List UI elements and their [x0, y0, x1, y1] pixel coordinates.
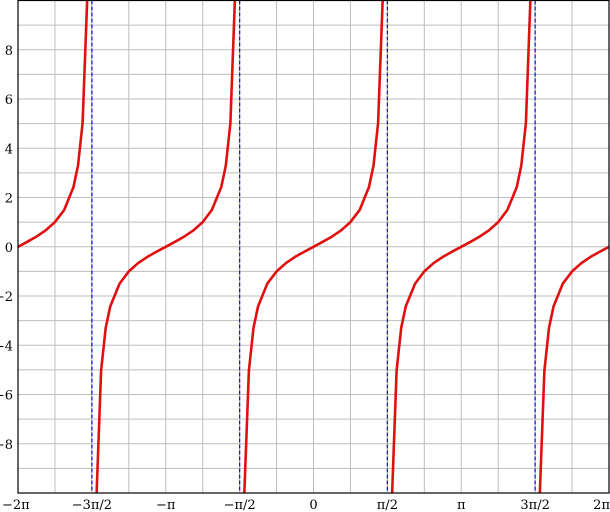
x-tick-label: π/2 — [377, 498, 398, 512]
x-tick-label: π — [457, 498, 466, 512]
y-tick-label: −6 — [0, 389, 13, 404]
y-tick-label: −8 — [0, 438, 13, 453]
y-tick-label: 6 — [5, 93, 13, 108]
y-tick-label: −2 — [0, 290, 13, 305]
tan-branch — [538, 245, 609, 493]
y-tick-label: 8 — [5, 44, 13, 59]
x-tick-label: −3π/2 — [72, 498, 112, 512]
asymptotes — [91, 0, 536, 493]
x-tick-label: −π — [156, 498, 176, 512]
x-tick-label: −2π — [2, 498, 30, 512]
x-tick-label: 0 — [309, 498, 317, 512]
y-tick-label: 2 — [5, 192, 13, 207]
tan-branch — [95, 0, 237, 493]
y-axis-ticks: −8 −6 −4 −2 0 2 4 6 8 — [0, 44, 13, 453]
x-axis-ticks: −2π −3π/2 −π −π/2 0 π/2 π 3π/2 2π — [2, 498, 610, 512]
x-tick-label: 2π — [593, 498, 610, 512]
y-tick-label: −4 — [0, 339, 13, 354]
y-tick-label: 0 — [5, 241, 13, 256]
tan-curve-series — [18, 0, 609, 493]
tan-branch — [18, 0, 89, 248]
tan-branch — [243, 0, 384, 493]
y-tick-label: 4 — [5, 142, 13, 157]
x-tick-label: 3π/2 — [520, 498, 549, 512]
plot-frame — [17, 0, 610, 494]
x-tick-label: −π/2 — [224, 498, 256, 512]
tan-branch — [390, 0, 532, 493]
